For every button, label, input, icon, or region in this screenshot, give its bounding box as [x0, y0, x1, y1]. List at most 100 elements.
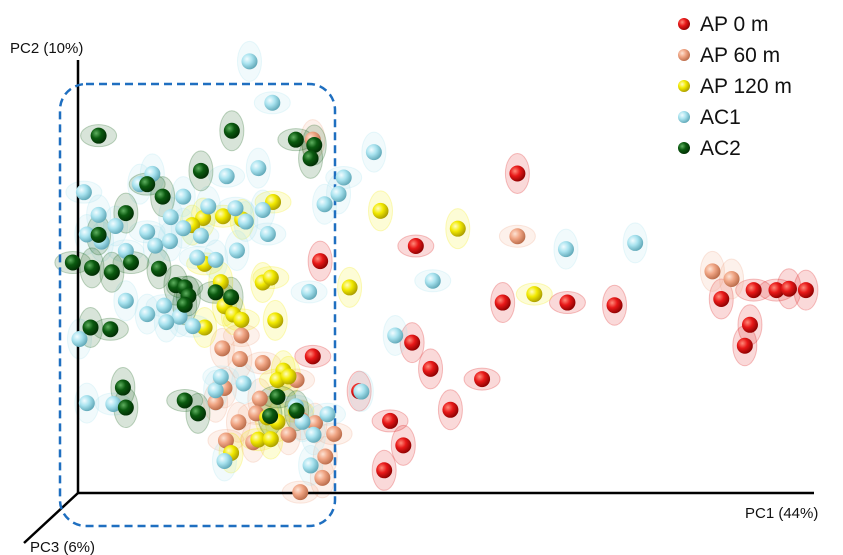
legend-marker-ac1 [678, 111, 690, 123]
point-ap0 [780, 280, 797, 297]
point-ac2 [117, 399, 134, 416]
point-ap0 [797, 282, 814, 299]
point-ap120 [233, 311, 250, 328]
point-ac1 [78, 226, 95, 243]
point-ac1 [557, 241, 574, 258]
point-ap120 [214, 208, 231, 225]
point-ac2 [139, 176, 156, 193]
point-ac1 [365, 144, 382, 161]
point-ap60 [254, 355, 271, 372]
point-ap0 [741, 316, 758, 333]
point-ap60 [292, 484, 309, 501]
point-ac1 [301, 283, 318, 300]
point-ac1 [216, 452, 233, 469]
legend-label-ap60: AP 60 m [700, 44, 780, 67]
point-ac1 [78, 395, 95, 412]
point-ap0 [376, 462, 393, 479]
point-ap0 [312, 253, 329, 270]
point-ac2 [122, 254, 139, 271]
point-ap60 [314, 469, 331, 486]
point-ac1 [212, 368, 229, 385]
legend-marker-ac2 [678, 142, 690, 154]
point-ac1 [107, 218, 124, 234]
point-ap60 [233, 327, 250, 344]
point-ap60 [509, 228, 526, 245]
point-ap0 [404, 334, 421, 351]
legend-item-ap120: AP 120 m [678, 75, 792, 98]
point-ac1 [184, 318, 201, 335]
point-ap0 [768, 282, 785, 299]
data-points [64, 53, 814, 501]
point-ap0 [606, 297, 623, 314]
point-ac1 [162, 233, 178, 250]
point-ac2 [154, 188, 171, 205]
point-ap120 [372, 202, 389, 219]
point-ap60 [704, 263, 721, 280]
point-ac2 [103, 264, 120, 281]
point-ac1 [200, 198, 217, 215]
point-ac2 [90, 127, 107, 144]
point-ac2 [117, 205, 134, 222]
point-ac2 [176, 392, 193, 409]
point-ac1 [90, 206, 107, 223]
point-ac2 [287, 131, 304, 148]
point-ap60 [214, 340, 231, 357]
point-ac2 [82, 319, 99, 336]
point-ac1 [175, 188, 192, 205]
point-ap0 [407, 238, 424, 255]
point-ac1 [235, 375, 252, 392]
pc2-axis-label: PC2 (10%) [10, 40, 83, 57]
point-ac2 [262, 408, 279, 425]
pc3-axis-label: PC3 (6%) [30, 539, 95, 555]
point-ac1 [302, 457, 319, 474]
point-ap120 [449, 220, 466, 237]
point-ap120 [280, 368, 297, 385]
point-ac1 [259, 226, 276, 243]
point-ac1 [305, 426, 322, 443]
point-ap60 [317, 448, 334, 465]
point-ap120 [262, 431, 279, 448]
point-ac1 [228, 242, 245, 259]
point-ac1 [192, 227, 209, 244]
point-ac1 [117, 292, 134, 309]
point-ac2 [302, 150, 319, 167]
point-ac1 [250, 160, 267, 177]
point-ac2 [223, 122, 240, 139]
point-ac2 [288, 402, 305, 419]
legend-marker-ap0 [678, 18, 690, 30]
point-ap120 [267, 312, 284, 329]
point-ap0 [395, 437, 412, 454]
point-ac2 [223, 289, 240, 306]
point-ac1 [387, 327, 404, 344]
point-ac1 [207, 382, 224, 399]
point-ac1 [158, 314, 175, 331]
point-ac1 [254, 201, 271, 218]
pc1-axis-label: PC1 (44%) [745, 505, 818, 522]
point-ac1 [105, 396, 122, 412]
point-ac1 [156, 297, 173, 314]
point-ap0 [494, 294, 511, 311]
point-ap60 [217, 432, 234, 449]
legend-item-ac2: AC2 [678, 137, 741, 160]
point-ac1 [353, 383, 370, 400]
point-ac1 [319, 406, 336, 423]
point-ac1 [171, 308, 188, 325]
point-ap120 [341, 279, 358, 296]
point-ap0 [304, 348, 321, 365]
legend-item-ap0: AP 0 m [678, 13, 768, 36]
point-ac1 [139, 306, 156, 323]
point-ac1 [335, 169, 352, 186]
legend: AP 0 m AP 60 m AP 120 m AC1 AC2 [678, 13, 792, 160]
point-ap120 [196, 319, 213, 336]
point-ap0 [442, 401, 459, 418]
point-ac2 [176, 296, 193, 313]
point-ap0 [474, 371, 491, 388]
legend-label-ap120: AP 120 m [700, 75, 792, 98]
point-ap0 [382, 412, 399, 429]
point-ac2 [189, 405, 206, 422]
point-ac1 [189, 249, 206, 266]
point-ap120 [262, 269, 279, 286]
point-ap60 [231, 351, 248, 368]
pc3-axis-line [23, 492, 79, 544]
